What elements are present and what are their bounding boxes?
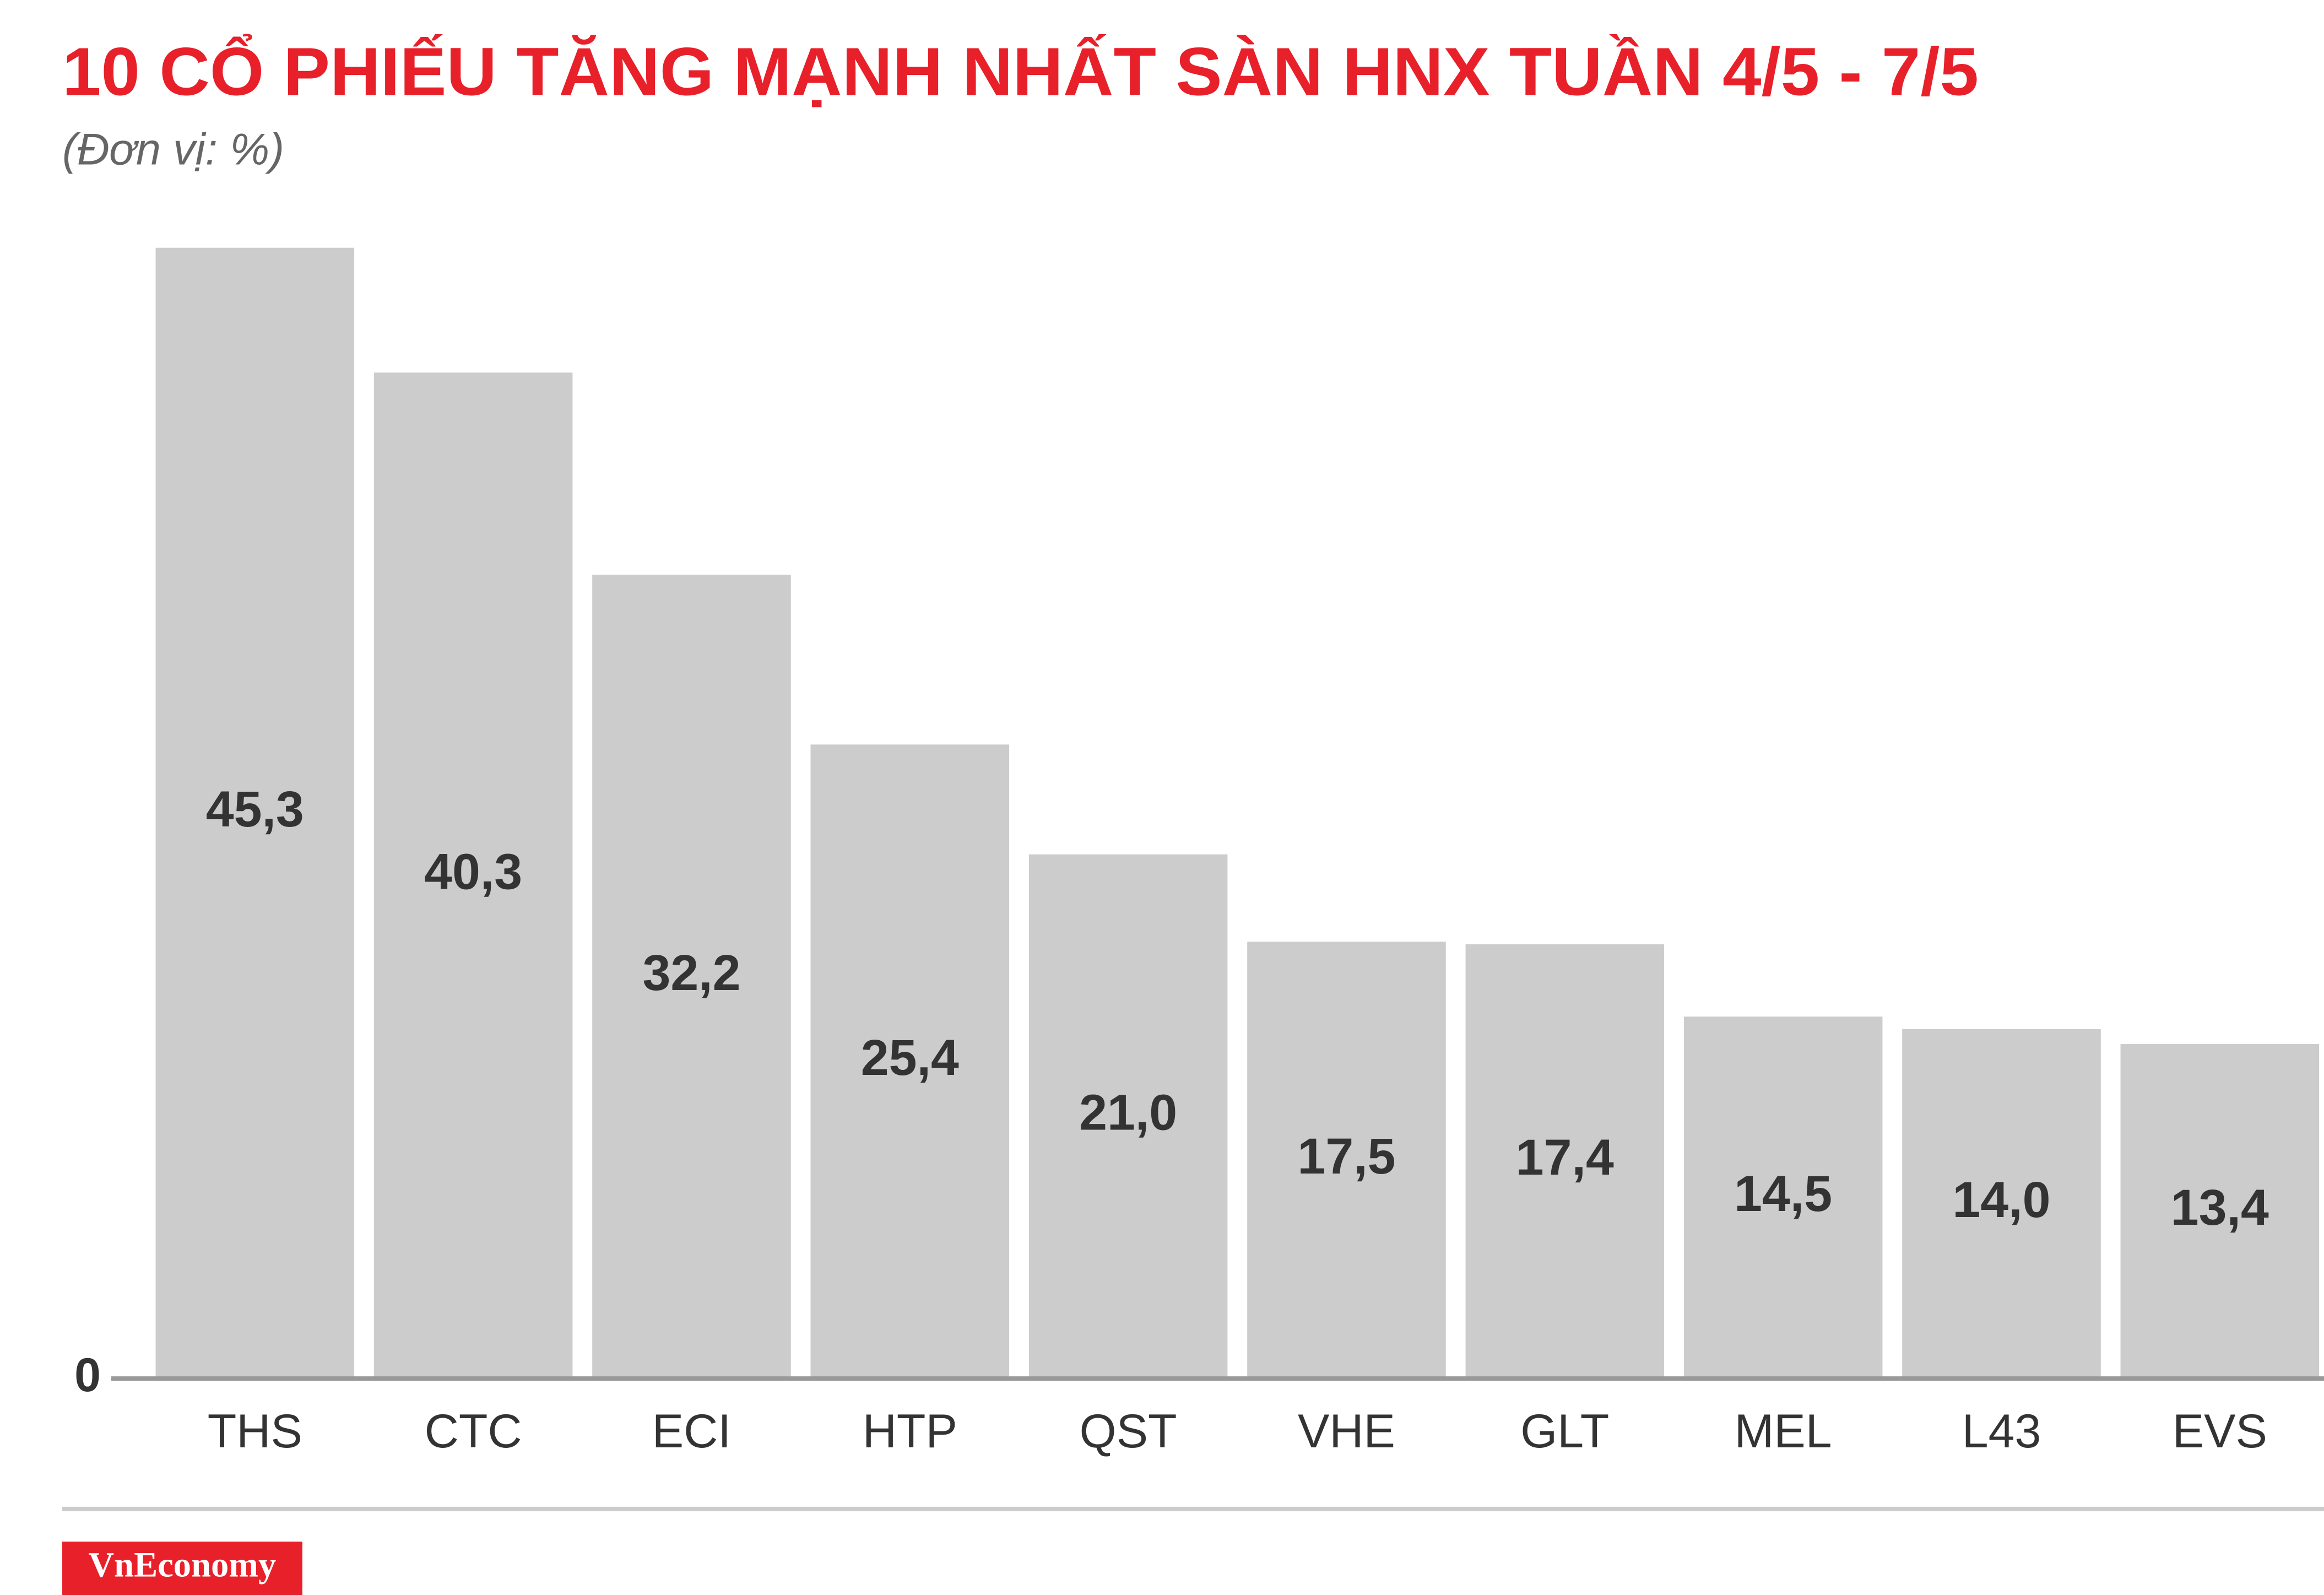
value-label: 45,3: [206, 781, 304, 837]
y-tick-label: 0: [74, 1349, 101, 1402]
value-label: 13,4: [2171, 1180, 2269, 1236]
bar: [1247, 942, 1446, 1379]
bar: [155, 247, 355, 1379]
value-label: 21,0: [1079, 1085, 1177, 1141]
bar: [1028, 854, 1228, 1379]
x-tick-label: VHE: [1298, 1405, 1395, 1458]
x-tick-label: HTP: [863, 1405, 957, 1458]
value-label: 14,0: [1952, 1172, 2050, 1228]
bar: [373, 372, 573, 1379]
x-tick-label: THS: [208, 1405, 302, 1458]
x-tick-label: EVS: [2173, 1405, 2267, 1458]
value-label: 40,3: [424, 844, 522, 900]
value-label: 17,5: [1297, 1128, 1395, 1185]
value-label: 14,5: [1734, 1166, 1832, 1222]
bar: [810, 744, 1010, 1379]
x-tick-label: MEL: [1735, 1405, 1832, 1458]
bar: [1683, 1017, 1883, 1379]
value-label: 17,4: [1516, 1129, 1614, 1186]
bar: [2120, 1044, 2320, 1379]
bar: [592, 575, 791, 1379]
x-tick-label: CTC: [425, 1405, 522, 1458]
chart-subtitle: (Đơn vị: %): [62, 125, 284, 174]
logo-box: [62, 1542, 302, 1595]
bar: [1902, 1029, 2101, 1379]
x-tick-label: GLT: [1520, 1405, 1609, 1458]
bar: [1465, 944, 1665, 1379]
value-label: 32,2: [642, 945, 740, 1001]
x-tick-label: L43: [1962, 1405, 2041, 1458]
x-tick-label: QST: [1080, 1405, 1177, 1458]
value-label: 25,4: [861, 1030, 959, 1086]
logo: VnEconomy: [89, 1544, 277, 1584]
chart-title: 10 CỔ PHIẾU TĂNG MẠNH NHẤT SÀN HNX TUẦN …: [62, 34, 1979, 110]
x-tick-label: ECI: [652, 1405, 732, 1458]
